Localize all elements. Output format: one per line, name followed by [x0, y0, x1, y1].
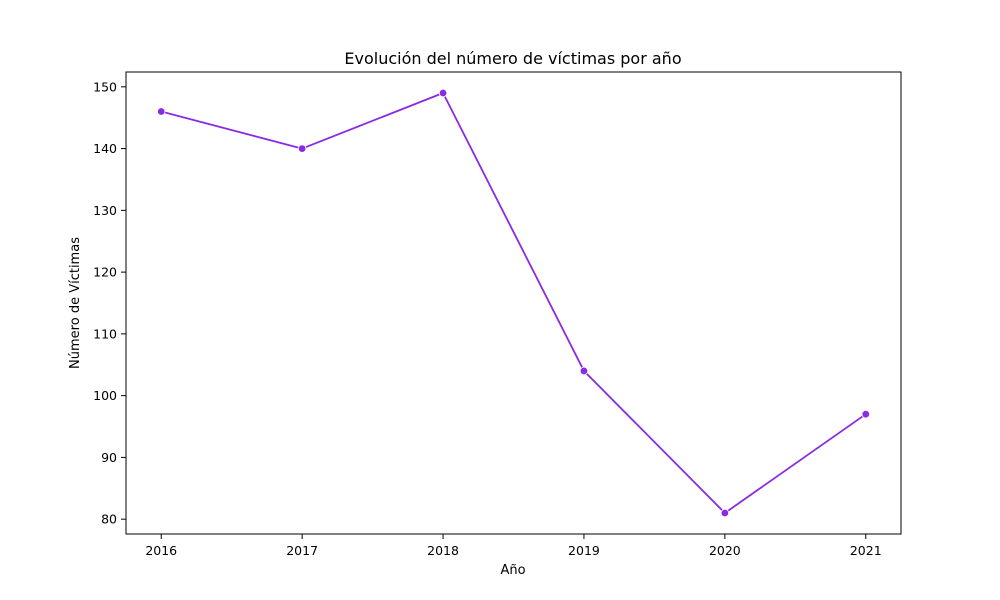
y-tick-label: 150 — [93, 79, 117, 94]
x-axis: 2016 2017 2018 2019 2020 2021 — [145, 534, 882, 558]
y-tick-label: 110 — [93, 326, 117, 341]
x-axis-label: Año — [500, 563, 525, 578]
x-tick-label: 2019 — [568, 543, 600, 558]
data-point — [861, 409, 870, 419]
x-tick-label: 2020 — [709, 543, 741, 558]
chart-title: Evolución del número de víctimas por año — [344, 49, 681, 68]
data-point — [438, 88, 448, 98]
y-tick-label: 130 — [93, 203, 117, 218]
plot-frame — [125, 71, 902, 535]
y-axis: 80 90 100 110 120 130 140 150 — [93, 79, 126, 527]
x-tick-label: 2016 — [145, 543, 177, 558]
data-point — [157, 107, 166, 116]
y-tick-label: 100 — [93, 388, 117, 403]
plot-area — [157, 88, 870, 518]
y-tick-label: 90 — [101, 450, 117, 465]
data-point — [579, 366, 589, 376]
series-line — [160, 92, 867, 514]
y-tick-label: 140 — [93, 141, 117, 156]
data-point — [720, 508, 730, 518]
x-tick-label: 2018 — [427, 543, 459, 558]
data-point — [297, 144, 307, 153]
y-tick-label: 80 — [101, 512, 117, 527]
x-tick-label: 2021 — [850, 543, 882, 558]
x-tick-label: 2017 — [286, 543, 318, 558]
y-axis-label: Número de Víctimas — [68, 237, 83, 369]
y-tick-label: 120 — [93, 265, 117, 280]
